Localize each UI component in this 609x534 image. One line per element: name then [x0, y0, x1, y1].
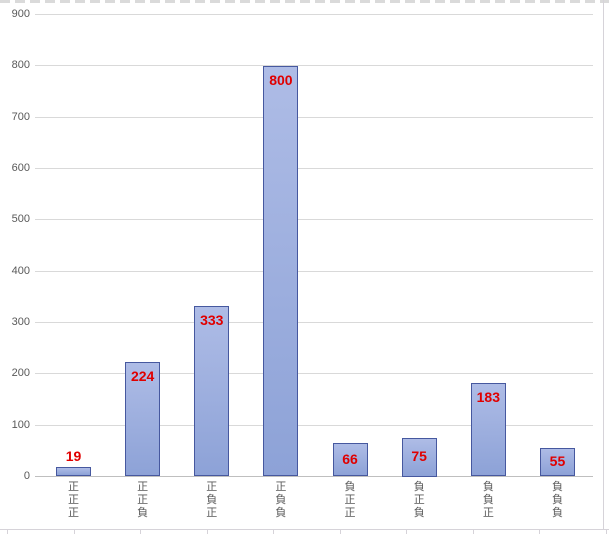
gridline — [35, 116, 593, 118]
bar — [539, 448, 575, 477]
category-label: 正正負 — [137, 481, 149, 519]
gridline — [35, 14, 593, 15]
y-axis-tick-label: 600 — [11, 162, 30, 174]
sheet-column-gridline-stub — [406, 529, 407, 534]
category-label: 負負負 — [551, 481, 563, 519]
sheet-column-gridline-stub — [340, 529, 341, 534]
selection-dashed-border — [0, 0, 609, 3]
sheet-column-gridline-stub — [74, 529, 75, 534]
y-axis-tick-label: 300 — [11, 316, 30, 328]
data-label: 66 — [342, 450, 358, 467]
bar — [194, 305, 230, 477]
data-label: 183 — [476, 388, 500, 405]
gridline — [35, 322, 593, 323]
data-label: 800 — [269, 71, 293, 88]
y-axis-tick-label: 0 — [23, 470, 30, 482]
sheet-column-gridline-stub — [606, 529, 607, 534]
y-axis-tick-label: 500 — [11, 213, 30, 226]
sheet-column-gridline-stub — [273, 529, 274, 534]
y-axis-tick-label: 700 — [11, 110, 30, 123]
category-label: 正負正 — [206, 481, 218, 519]
bar — [56, 466, 91, 477]
gridline — [35, 373, 593, 375]
category-label: 負正負 — [413, 481, 425, 519]
data-label: 19 — [65, 447, 82, 464]
sheet-column-gridline-stub — [539, 529, 540, 534]
sheet-column-gridline-stub — [207, 529, 208, 534]
sheet-column-gridline-stub — [7, 529, 8, 534]
bar — [125, 361, 161, 477]
category-label: 正負負 — [275, 481, 287, 519]
data-label: 55 — [549, 453, 566, 470]
sheet-gridline-vertical — [603, 0, 604, 530]
category-label: 正正正 — [68, 481, 79, 519]
data-label: 333 — [200, 311, 224, 328]
sheet-column-gridline-stub — [473, 529, 474, 534]
gridline — [35, 168, 593, 169]
gridline — [35, 219, 593, 221]
sheet-gridline-horizontal — [0, 529, 609, 530]
y-axis-tick-label: 900 — [11, 8, 30, 20]
category-label: 負負正 — [482, 481, 494, 519]
y-axis-tick-label: 400 — [11, 264, 30, 277]
y-axis-tick-label: 800 — [11, 59, 30, 72]
bar — [263, 65, 299, 477]
gridline — [35, 65, 593, 67]
bar — [332, 442, 368, 477]
data-label: 224 — [130, 367, 155, 384]
bar — [401, 438, 437, 477]
sheet-column-gridline-stub — [140, 529, 141, 534]
x-axis-line — [35, 476, 593, 477]
bar — [470, 382, 506, 477]
gridline — [35, 424, 593, 426]
gridline — [35, 270, 593, 272]
category-label: 負正正 — [344, 481, 356, 519]
y-axis-tick-label: 200 — [11, 367, 30, 380]
y-axis-tick-label: 100 — [11, 418, 30, 431]
data-label: 75 — [411, 448, 427, 465]
